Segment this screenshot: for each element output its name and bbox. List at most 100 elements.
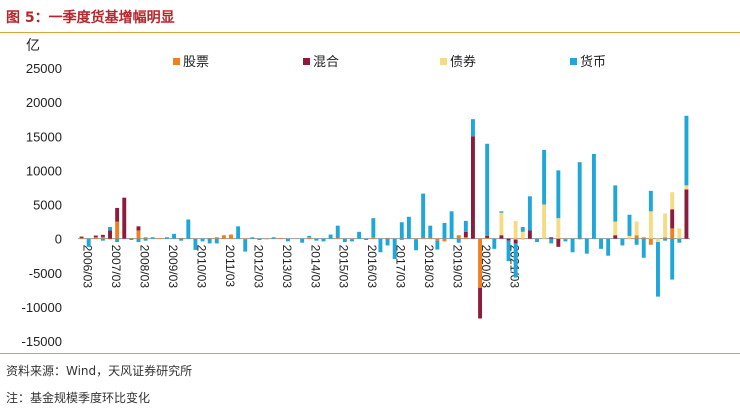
bar-bond	[656, 238, 660, 243]
bar-mixed	[108, 230, 112, 239]
bar-money	[606, 238, 611, 256]
bar-money	[214, 238, 219, 244]
bar-money	[321, 238, 326, 242]
bar-money	[115, 238, 120, 243]
bar-money	[364, 238, 369, 240]
bar-stock	[350, 238, 354, 240]
bar-money	[314, 238, 319, 241]
bar-stock	[385, 237, 390, 239]
x-tick-label: 2011/03	[223, 245, 237, 288]
bar-money	[513, 243, 518, 278]
bar-mixed	[670, 209, 675, 229]
bar-money	[250, 237, 255, 239]
y-tick-label: -5000	[29, 266, 62, 281]
bar-stock	[129, 237, 134, 239]
bar-stock	[229, 234, 233, 239]
bar-money	[350, 239, 354, 242]
bar-money	[200, 238, 205, 242]
bar-money	[100, 238, 105, 241]
bar-stock	[456, 235, 461, 239]
y-tick-label: 0	[55, 232, 62, 247]
bar-mixed	[136, 226, 141, 231]
y-tick-label: 20000	[26, 95, 62, 110]
bar-stock	[207, 237, 212, 239]
x-tick-label: 2016/03	[365, 245, 379, 289]
bar-stock	[371, 237, 376, 239]
bar-stock	[115, 221, 120, 239]
bar-bond	[613, 221, 618, 236]
chart-axes: -15000 -10000 -5000 0 5000 10000 15000 20000 250…	[22, 61, 690, 349]
bar-stock	[414, 238, 418, 240]
bar-money	[570, 238, 575, 253]
chart: -15000 -10000 -5000 0 5000 10000 15000 20000 250…	[22, 38, 690, 349]
bar-money	[371, 218, 376, 238]
bar-mixed	[471, 136, 475, 239]
bar-bond	[499, 212, 504, 236]
bar-stock	[478, 238, 483, 288]
bar-bond	[634, 221, 639, 236]
bar-money	[492, 238, 497, 249]
y-tick-label: 15000	[26, 129, 62, 144]
x-tick-label: 2008/03	[137, 245, 151, 289]
bar-money	[335, 225, 340, 238]
bar-money	[378, 238, 383, 253]
x-tick-label: 2013/03	[280, 245, 294, 289]
x-tick-label: 2017/03	[394, 245, 408, 289]
bar-bond	[542, 204, 547, 239]
bar-stock	[335, 237, 340, 239]
x-tick-label: 2006/03	[81, 245, 95, 289]
y-tick-label: 10000	[26, 163, 62, 178]
bar-money	[179, 238, 184, 241]
bar-money	[485, 143, 490, 236]
bar-stock	[463, 237, 468, 239]
x-tick-label: 2010/03	[194, 245, 208, 289]
bar-stock	[307, 237, 312, 239]
legend-label-bond: 债券	[450, 54, 476, 70]
bar-stock	[193, 238, 198, 240]
bar-bond	[677, 228, 682, 239]
bar-money	[677, 238, 682, 243]
x-tick-label: 2018/03	[422, 245, 436, 289]
bar-bond	[513, 220, 518, 239]
bar-money	[670, 238, 675, 280]
x-tick-label: 2019/03	[451, 245, 465, 289]
bar-bond	[520, 231, 525, 239]
x-tick-label: 2007/03	[109, 245, 123, 289]
bar-stock	[513, 238, 518, 240]
bar-bond	[684, 185, 689, 190]
bar-stock	[520, 238, 525, 240]
bar-money	[207, 238, 212, 244]
bar-stock	[93, 237, 98, 239]
bar-money	[542, 149, 547, 205]
bar-stock	[485, 237, 490, 239]
bar-mixed	[93, 235, 98, 238]
bar-stock	[243, 238, 248, 240]
bar-money	[357, 231, 362, 239]
bar-stock	[179, 237, 184, 239]
bar-stock	[278, 237, 283, 239]
bar-money	[285, 238, 290, 242]
bar-mixed	[527, 230, 532, 239]
bar-stock	[79, 237, 84, 239]
bar-stock	[663, 237, 668, 239]
bar-money	[108, 227, 112, 231]
bottom-rule	[0, 353, 740, 354]
bar-money	[86, 238, 91, 247]
y-tick-label: -15000	[22, 334, 62, 349]
bar-mixed	[499, 235, 504, 239]
y-tick-label: 25000	[26, 61, 62, 76]
bar-money	[684, 115, 689, 186]
x-tick-label: 2015/03	[337, 245, 351, 289]
bar-money	[385, 238, 390, 246]
top-rule	[0, 32, 740, 33]
source-text: 资料来源：Wind，天风证券研究所	[6, 364, 193, 378]
x-tick-label: 2020/03	[479, 245, 493, 289]
bar-money	[421, 193, 426, 238]
bar-bond	[556, 218, 561, 239]
bar-money	[257, 238, 262, 240]
bar-mixed	[613, 235, 618, 239]
note-text: 注：基金规模季度环比变化	[6, 391, 151, 405]
bar-bond	[627, 235, 632, 239]
bar-money	[456, 238, 461, 243]
bar-money	[549, 238, 554, 244]
